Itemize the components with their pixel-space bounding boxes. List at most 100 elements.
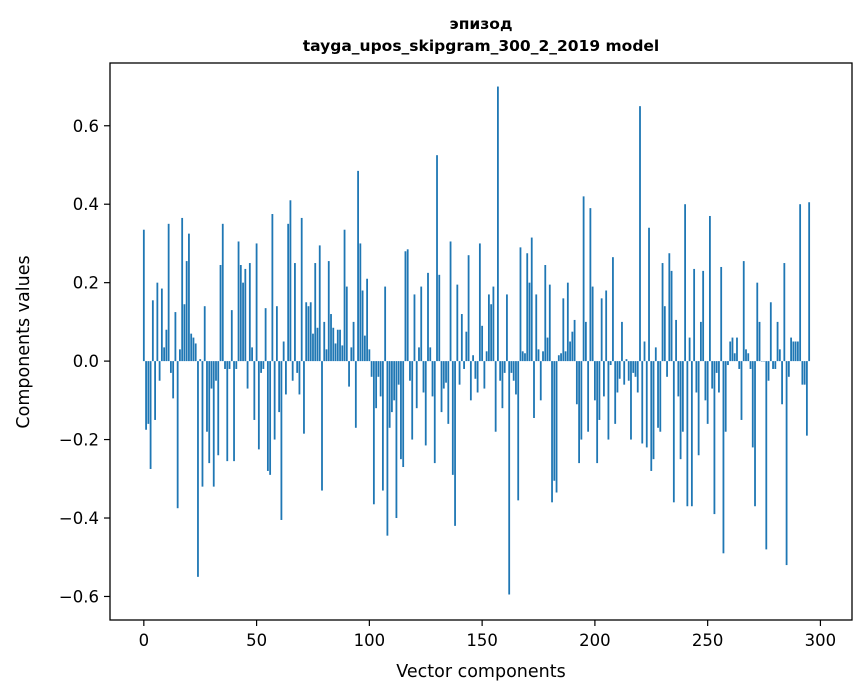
bar-229 <box>659 361 662 432</box>
bar-16 <box>179 349 181 362</box>
bar-294 <box>805 361 808 436</box>
bar-134 <box>445 361 447 383</box>
bar-200 <box>593 361 596 401</box>
bar-237 <box>677 361 680 397</box>
y-tick-label: 0.0 <box>73 352 99 371</box>
bar-220 <box>639 106 641 362</box>
bar-291 <box>799 204 802 362</box>
bar-79 <box>321 361 323 491</box>
bar-263 <box>736 337 738 362</box>
bar-216 <box>630 361 632 440</box>
bar-49 <box>253 361 256 420</box>
bar-93 <box>352 321 355 362</box>
bar-295 <box>808 202 811 362</box>
bar-11 <box>167 223 170 362</box>
bar-19 <box>185 261 188 362</box>
bar-202 <box>598 361 601 420</box>
bar-108 <box>386 361 389 536</box>
bar-188 <box>566 282 569 362</box>
x-tick-label: 100 <box>354 631 386 650</box>
bar-92 <box>350 347 353 362</box>
bar-4 <box>151 300 154 362</box>
bar-76 <box>314 263 317 362</box>
bar-270 <box>751 361 754 448</box>
bar-283 <box>781 361 783 405</box>
bar-219 <box>636 361 639 393</box>
bar-255 <box>718 361 720 393</box>
bar-272 <box>756 282 759 362</box>
bar-28 <box>206 361 208 432</box>
bar-205 <box>605 290 608 362</box>
bar-115 <box>402 361 405 468</box>
bar-190 <box>571 331 574 362</box>
bar-256 <box>720 266 723 362</box>
bar-186 <box>562 298 565 362</box>
bar-182 <box>553 361 556 481</box>
bar-180 <box>548 284 551 362</box>
bar-150 <box>481 325 484 362</box>
bar-148 <box>476 361 479 393</box>
bar-109 <box>388 361 391 428</box>
bar-266 <box>742 261 745 362</box>
bar-131 <box>438 274 441 362</box>
bar-65 <box>289 200 292 362</box>
bar-276 <box>765 361 768 550</box>
x-tick-label: 0 <box>139 631 150 650</box>
bar-195 <box>582 196 585 362</box>
bar-133 <box>442 361 445 389</box>
bar-84 <box>332 327 335 362</box>
bar-293 <box>803 361 806 385</box>
bar-252 <box>711 361 714 389</box>
bar-29 <box>208 361 211 464</box>
bar-82 <box>327 261 330 362</box>
bar-285 <box>785 361 788 566</box>
bar-192 <box>575 361 578 405</box>
bar-12 <box>169 361 172 373</box>
bar-64 <box>287 223 290 362</box>
bar-196 <box>584 321 587 362</box>
bar-254 <box>715 361 718 373</box>
bar-244 <box>693 268 696 362</box>
bar-191 <box>573 319 576 362</box>
bar-15 <box>176 361 179 509</box>
bar-235 <box>672 361 675 503</box>
bar-269 <box>749 361 752 369</box>
bar-99 <box>366 278 368 362</box>
bar-265 <box>740 361 743 420</box>
bar-236 <box>675 319 677 362</box>
x-tick-label: 50 <box>246 631 267 650</box>
bar-21 <box>190 333 193 362</box>
bar-152 <box>485 351 488 362</box>
bar-167 <box>519 247 522 362</box>
bar-7 <box>158 361 161 381</box>
bar-246 <box>697 361 700 456</box>
bar-166 <box>517 361 520 501</box>
x-tick-label: 200 <box>579 631 611 650</box>
bar-284 <box>783 263 786 362</box>
bar-151 <box>483 361 486 389</box>
bar-177 <box>542 351 544 362</box>
bar-245 <box>695 361 698 393</box>
bar-38 <box>228 361 231 369</box>
bar-198 <box>589 208 592 362</box>
bar-153 <box>487 294 490 362</box>
x-axis-label: Vector components <box>396 662 565 682</box>
bar-174 <box>535 294 538 362</box>
bar-172 <box>530 237 533 362</box>
bar-10 <box>165 329 168 362</box>
bar-18 <box>183 304 186 362</box>
bar-227 <box>654 347 657 362</box>
bar-72 <box>305 302 308 362</box>
bar-130 <box>436 155 438 362</box>
y-axis-ticks: 0.6 0.4 0.2 0.0 −0.2 −0.4 −0.6 <box>59 117 110 606</box>
bar-88 <box>341 345 344 362</box>
bar-171 <box>528 282 531 362</box>
bar-209 <box>614 361 617 424</box>
bar-290 <box>796 341 799 362</box>
bar-0 <box>142 229 145 362</box>
bar-75 <box>312 333 314 362</box>
bar-68 <box>296 361 299 373</box>
bar-81 <box>325 349 328 362</box>
bar-110 <box>391 361 393 413</box>
bar-181 <box>551 361 553 503</box>
